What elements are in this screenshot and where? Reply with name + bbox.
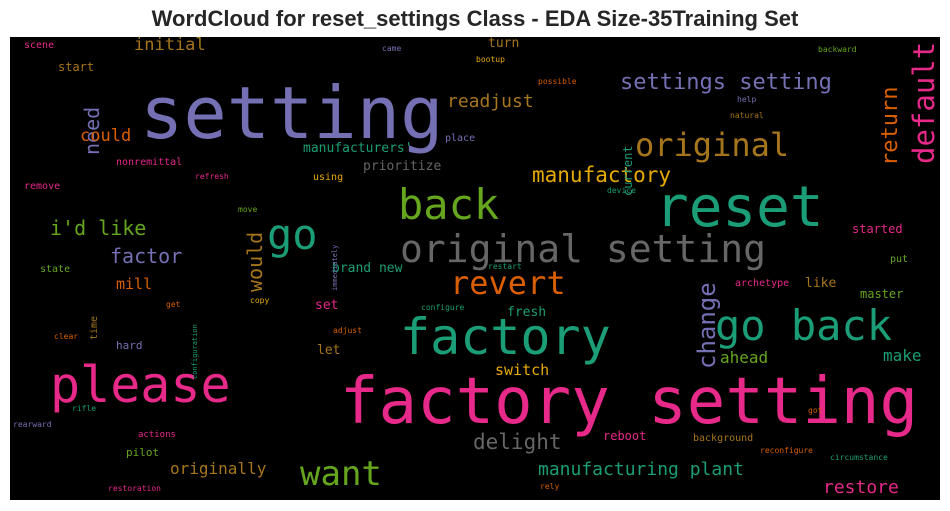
word-readjust: readjust — [447, 91, 534, 112]
wordcloud: setting factory setting reset please factory… — [10, 37, 940, 500]
word-came: came — [382, 44, 402, 53]
wordcloud-canvas: setting factory setting reset please factory… — [10, 37, 940, 500]
word-using: using — [313, 172, 344, 183]
word-clear: clear — [54, 332, 79, 341]
word-backward: backward — [818, 45, 857, 54]
word-revert: revert — [450, 264, 566, 302]
word-prioritize: prioritize — [363, 159, 442, 174]
word-mill: mill — [116, 275, 153, 293]
word-state: state — [40, 264, 71, 275]
word-hard: hard — [116, 339, 143, 352]
word-i-d-like: i'd like — [50, 216, 147, 240]
word-let: let — [317, 343, 341, 358]
word-originally: originally — [170, 459, 267, 478]
word-reset: reset — [655, 175, 824, 240]
word-master: master — [860, 287, 904, 301]
word-ahead: ahead — [720, 348, 769, 367]
word-copy: copy — [250, 296, 270, 305]
word-manufacturing-plant: manufacturing plant — [538, 459, 744, 480]
word-configure: configure — [421, 303, 465, 312]
word-rely: rely — [540, 482, 560, 491]
word-move: move — [238, 205, 258, 214]
word-remove: remove — [24, 181, 61, 192]
word-want: want — [300, 454, 382, 494]
word-got: got — [808, 406, 823, 415]
word-circumstance: circumstance — [830, 453, 888, 462]
word-refresh: refresh — [195, 172, 229, 181]
word-pilot: pilot — [126, 446, 160, 459]
word-like: like — [805, 276, 837, 291]
word-delight: delight — [473, 430, 562, 454]
word-bootup: bootup — [476, 55, 505, 64]
word-brand-new: brand new — [332, 261, 403, 276]
word-fresh: fresh — [507, 305, 547, 320]
word-configuration: configuration — [191, 324, 199, 379]
word-device: device — [607, 186, 636, 195]
word-place: place — [445, 133, 476, 144]
word-restart: restart — [488, 262, 522, 271]
word-actions: actions — [138, 430, 176, 440]
word-could: could — [80, 126, 132, 146]
word-adjust: adjust — [333, 326, 362, 335]
word-factory: factory — [400, 308, 611, 366]
word-factor: factor — [110, 244, 183, 268]
word-go-back: go back — [715, 301, 893, 350]
word-archetype: archetype — [735, 278, 790, 289]
chart-title: WordCloud for reset_settings Class - EDA… — [151, 6, 799, 31]
word-possible: possible — [538, 77, 577, 86]
word-original: original — [635, 126, 790, 164]
word-manufactory: manufactory — [532, 163, 672, 187]
word-back: back — [398, 180, 500, 229]
word-immediately: immediately — [331, 244, 339, 291]
word-settings-setting: settings setting — [620, 70, 832, 95]
word-rifle: rifle — [72, 404, 97, 413]
word-get: get — [166, 300, 181, 309]
word-reconfigure: reconfigure — [760, 446, 813, 455]
word-start: start — [58, 60, 95, 74]
word-return: return — [878, 86, 903, 166]
word-default: default — [907, 41, 940, 164]
word-background: background — [693, 433, 754, 444]
word-time: time — [89, 315, 100, 340]
word-switch: switch — [495, 361, 550, 379]
word-turn: turn — [488, 37, 520, 51]
word-go: go — [267, 210, 318, 259]
word-please: please — [50, 356, 231, 414]
word-scene: scene — [24, 40, 55, 51]
word-put: put — [890, 254, 909, 265]
word-help: help — [737, 95, 757, 104]
word-change: change — [693, 282, 721, 369]
word-initial: initial — [134, 37, 206, 55]
word-setting: setting — [140, 71, 444, 155]
word-make: make — [883, 346, 922, 365]
word-original-setting: original setting — [400, 227, 767, 271]
word-natural: natural — [730, 111, 764, 120]
word-manufacturers: manufacturers' — [303, 141, 413, 156]
word-restore: restore — [823, 477, 899, 498]
word-rearward: rearward — [13, 420, 52, 429]
word-set: set — [315, 298, 339, 313]
word-reboot: reboot — [603, 429, 647, 443]
word-factory-setting: factory setting — [340, 365, 918, 439]
word-nonremittal: nonremittal — [116, 157, 183, 168]
word-started: started — [852, 222, 903, 236]
word-would: would — [243, 231, 267, 292]
word-restoration: restoration — [108, 484, 161, 493]
